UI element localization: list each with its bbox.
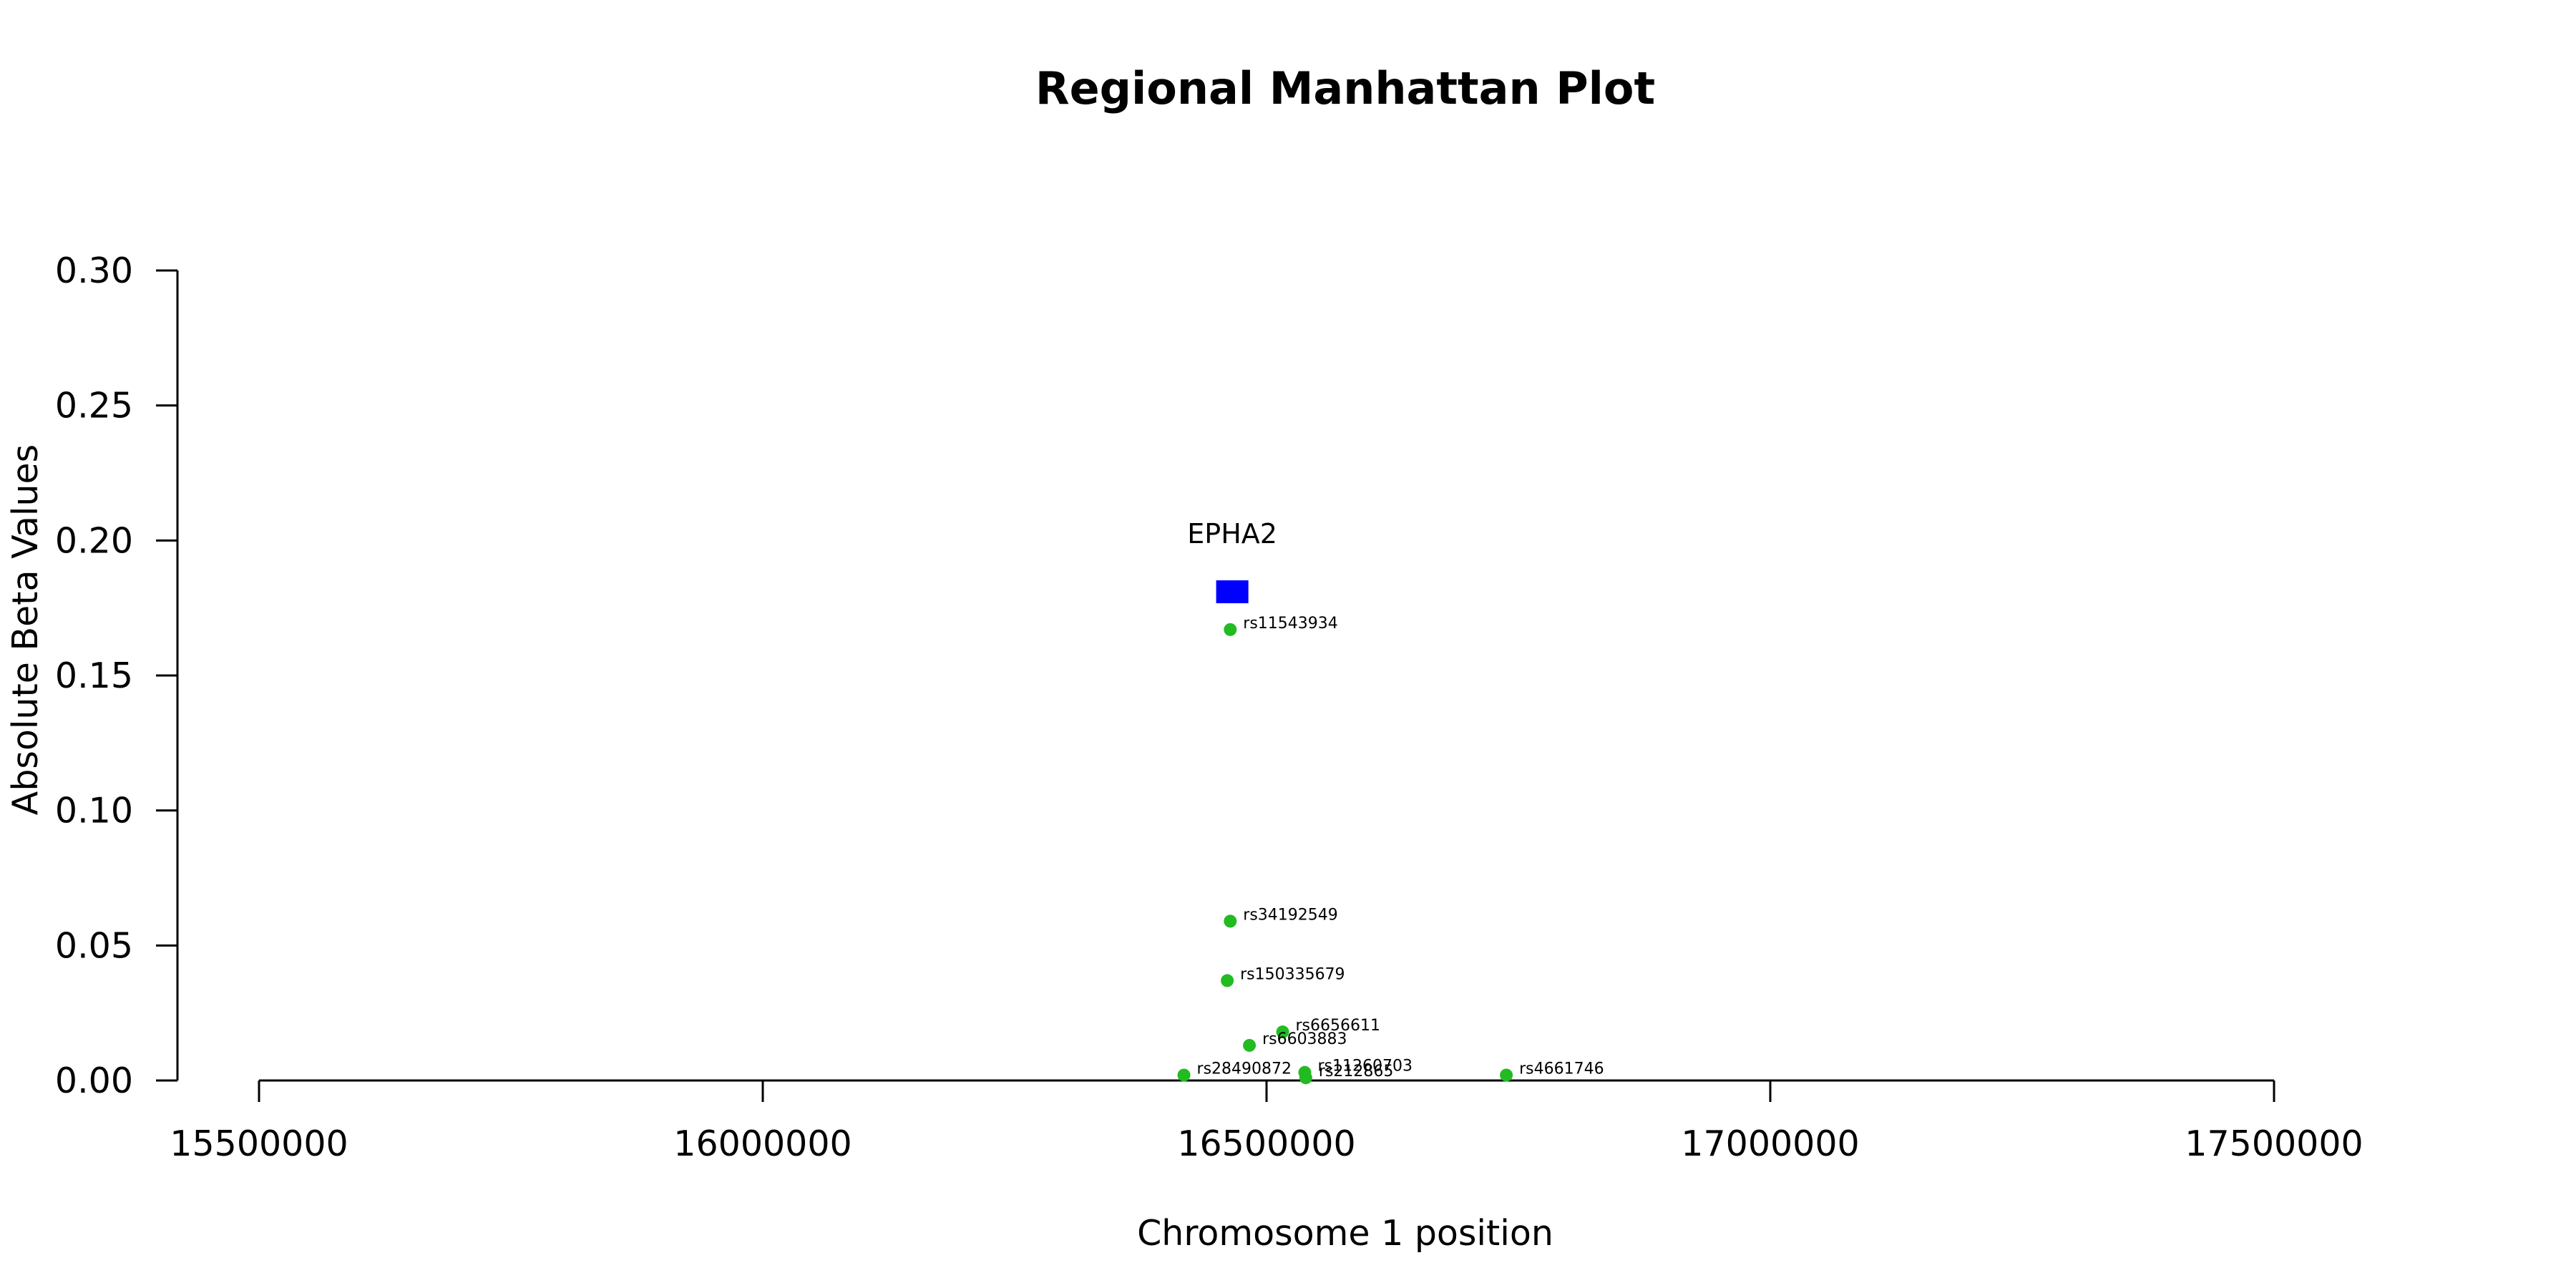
x-axis-label: Chromosome 1 position: [1137, 1213, 1553, 1254]
y-tick-label: 0.25: [55, 386, 133, 426]
y-tick-label: 0.05: [55, 925, 133, 966]
chart-title: Regional Manhattan Plot: [1035, 62, 1655, 114]
snp-point: [1500, 1068, 1513, 1082]
y-tick-label: 0.00: [55, 1060, 133, 1101]
snp-point: [1177, 1068, 1191, 1082]
y-tick-label: 0.10: [55, 791, 133, 831]
y-axis: 0.00 0.05 0.10 0.15 0.20 0.25 0.30: [55, 250, 179, 1101]
y-tick-label: 0.15: [55, 655, 133, 696]
x-tick-label: 17000000: [1681, 1123, 1859, 1164]
snp-label: rs11543934: [1243, 615, 1337, 633]
genes-layer: EPHA2: [1187, 518, 1277, 604]
x-tick-label: 15500000: [170, 1123, 348, 1164]
snp-label: rs28490872: [1197, 1060, 1292, 1078]
snp-label: rs11260703: [1318, 1058, 1413, 1075]
x-tick-label: 16500000: [1177, 1123, 1355, 1164]
snp-label: rs4661746: [1519, 1060, 1604, 1078]
x-tick-label: 16000000: [673, 1123, 852, 1164]
y-tick-label: 0.30: [55, 250, 133, 291]
snp-point: [1243, 1038, 1257, 1052]
snp-label: rs212865: [1319, 1063, 1394, 1080]
y-axis-label: Absolute Beta Values: [5, 444, 46, 815]
snp-point: [1276, 1025, 1289, 1039]
snp-point: [1224, 623, 1237, 636]
snp-point: [1224, 914, 1237, 928]
snp-point: [1221, 974, 1234, 987]
y-tick-label: 0.20: [55, 520, 133, 561]
points-layer: [1177, 623, 1513, 1085]
x-axis: 15500000 16000000 16500000 17000000 17500000: [170, 1079, 2363, 1164]
snp-label: rs34192549: [1243, 906, 1337, 924]
snp-labels-layer: rs11543934 rs34192549 rs150335679 rs6656611…: [1197, 615, 1604, 1080]
snp-point: [1299, 1071, 1312, 1085]
snp-label: rs6603883: [1262, 1030, 1347, 1048]
snp-label: rs6656611: [1296, 1017, 1381, 1035]
x-tick-label: 17500000: [2185, 1123, 2363, 1164]
gene-rect: [1216, 580, 1249, 604]
gene-label: EPHA2: [1187, 518, 1277, 550]
snp-label: rs150335679: [1240, 965, 1345, 983]
